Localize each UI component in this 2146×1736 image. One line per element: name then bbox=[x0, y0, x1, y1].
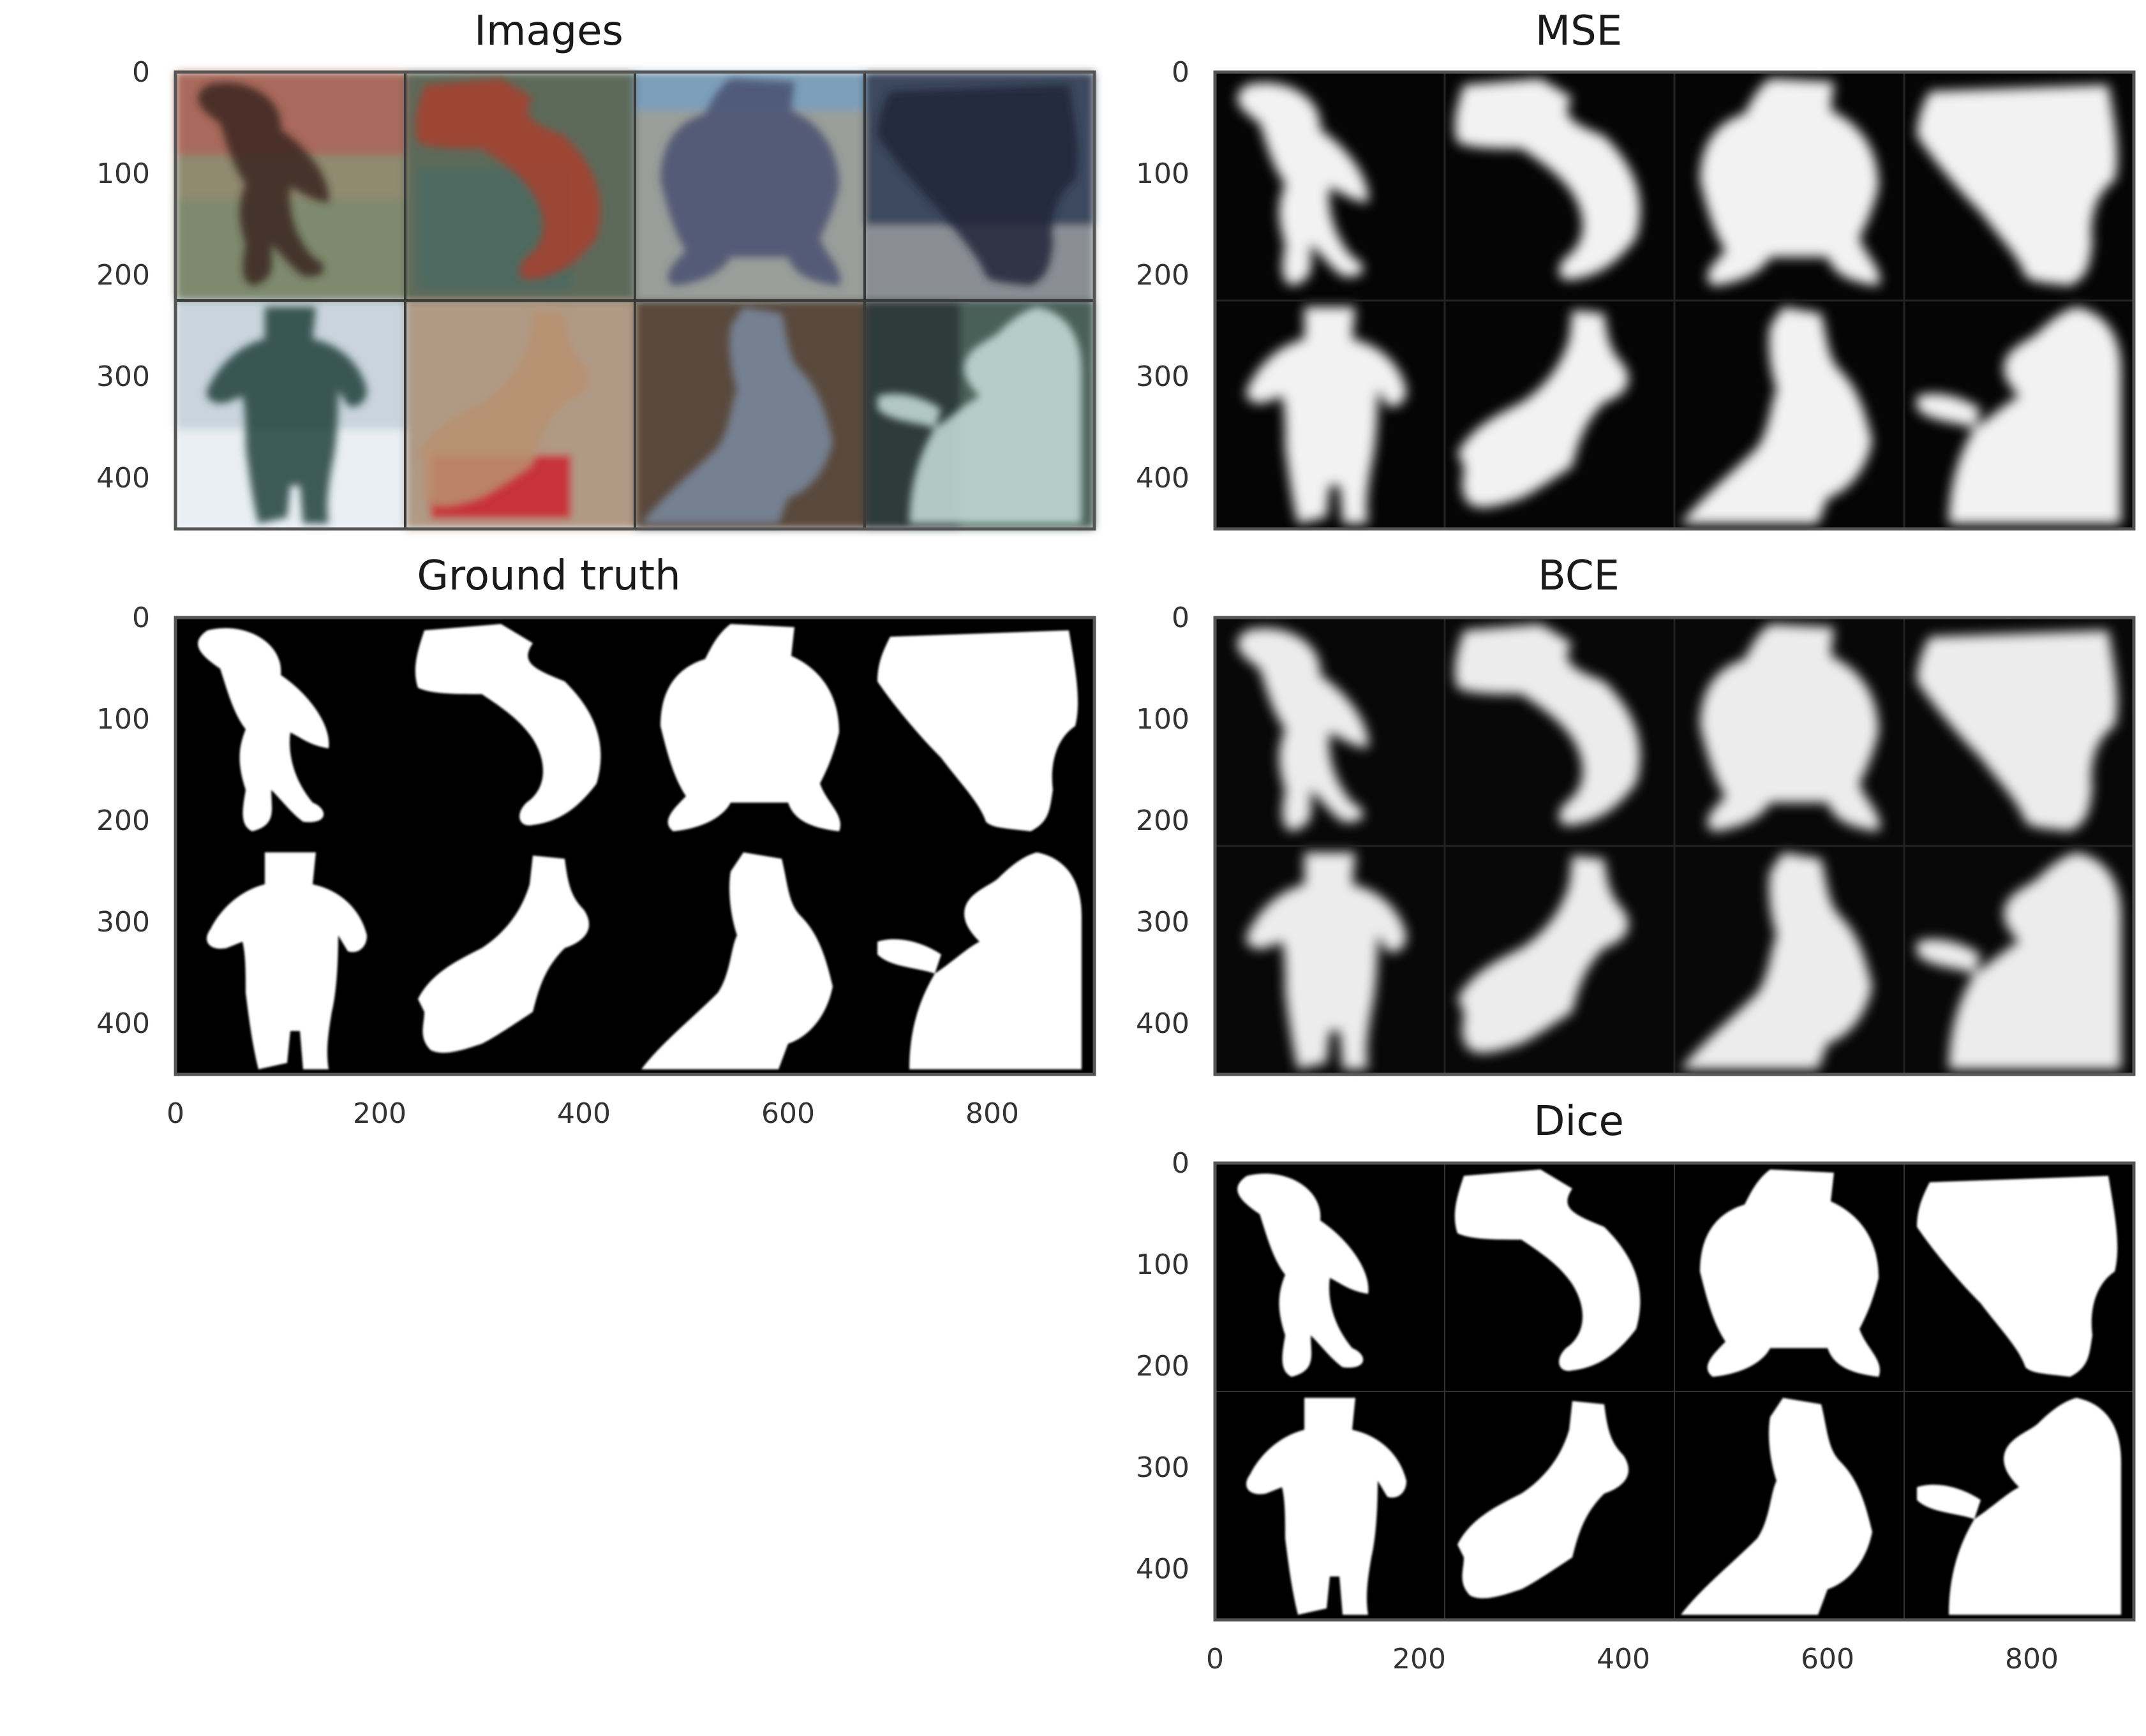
panel-title-mse: MSE bbox=[1535, 8, 1622, 55]
y-tick-label: 100 bbox=[96, 158, 150, 190]
mse-mask-grid bbox=[1215, 72, 2134, 529]
y-ticks-images: 0 100 200 300 400 bbox=[96, 56, 150, 494]
y-tick-label: 300 bbox=[96, 360, 150, 393]
y-tick-label: 200 bbox=[96, 259, 150, 292]
y-tick-label: 100 bbox=[96, 703, 150, 736]
dice-mask-grid bbox=[1215, 1163, 2134, 1620]
panel-title-images: Images bbox=[474, 8, 623, 55]
axes-frame-mse bbox=[1213, 70, 2136, 531]
x-tick-label: 200 bbox=[353, 1097, 406, 1130]
y-tick-label: 300 bbox=[1136, 360, 1189, 393]
x-ticks-dice: 0 200 400 600 800 bbox=[1206, 1643, 2059, 1675]
y-tick-label: 100 bbox=[1136, 158, 1189, 190]
x-tick-label: 200 bbox=[1392, 1643, 1446, 1675]
y-tick-label: 0 bbox=[1172, 1147, 1189, 1180]
y-tick-label: 200 bbox=[1136, 259, 1189, 292]
x-tick-label: 800 bbox=[965, 1097, 1019, 1130]
panel-bce: BCE 0 100 200 300 400 bbox=[1136, 553, 2136, 1076]
panel-title-dice: Dice bbox=[1533, 1098, 1624, 1145]
panel-dice: Dice 0 100 200 300 400 0 200 400 600 800 bbox=[1136, 1098, 2136, 1675]
y-tick-label: 200 bbox=[1136, 1350, 1189, 1383]
bce-mask-grid bbox=[1215, 618, 2134, 1074]
y-tick-label: 400 bbox=[1136, 462, 1189, 494]
y-tick-label: 200 bbox=[1136, 805, 1189, 837]
y-ticks-dice: 0 100 200 300 400 bbox=[1136, 1147, 1189, 1585]
x-tick-label: 400 bbox=[557, 1097, 611, 1130]
panel-images: Images bbox=[96, 8, 1096, 531]
y-tick-label: 400 bbox=[1136, 1553, 1189, 1585]
panel-ground-truth: Ground truth 0 100 200 300 400 0 200 400… bbox=[96, 553, 1096, 1130]
y-tick-label: 0 bbox=[1172, 56, 1189, 89]
y-tick-label: 0 bbox=[132, 56, 150, 89]
y-tick-label: 400 bbox=[96, 1007, 150, 1040]
y-ticks-mse: 0 100 200 300 400 bbox=[1136, 56, 1189, 494]
x-tick-label: 400 bbox=[1597, 1643, 1650, 1675]
y-tick-label: 100 bbox=[1136, 1249, 1189, 1281]
ground-truth-mask-grid bbox=[175, 618, 1094, 1074]
x-tick-label: 600 bbox=[761, 1097, 815, 1130]
y-tick-label: 100 bbox=[1136, 703, 1189, 736]
axes-frame-images bbox=[174, 70, 1096, 531]
x-ticks-ground-truth: 0 200 400 600 800 bbox=[167, 1097, 1019, 1130]
panel-title-bce: BCE bbox=[1538, 553, 1620, 600]
panel-mse: MSE 0 100 200 300 400 bbox=[1136, 8, 2136, 531]
y-tick-label: 400 bbox=[1136, 1007, 1189, 1040]
y-tick-label: 300 bbox=[96, 906, 150, 938]
x-tick-label: 800 bbox=[2005, 1643, 2059, 1675]
y-ticks-bce: 0 100 200 300 400 bbox=[1136, 602, 1189, 1040]
y-tick-label: 0 bbox=[132, 602, 150, 634]
y-tick-label: 300 bbox=[1136, 906, 1189, 938]
y-tick-label: 200 bbox=[96, 805, 150, 837]
axes-frame-ground-truth bbox=[174, 616, 1096, 1076]
y-tick-label: 300 bbox=[1136, 1451, 1189, 1484]
photo-grid bbox=[175, 72, 1094, 529]
y-tick-label: 400 bbox=[96, 462, 150, 494]
x-tick-label: 0 bbox=[1206, 1643, 1224, 1675]
y-tick-label: 0 bbox=[1172, 602, 1189, 634]
panel-title-ground-truth: Ground truth bbox=[417, 553, 680, 600]
axes-frame-bce bbox=[1213, 616, 2136, 1076]
x-tick-label: 0 bbox=[167, 1097, 184, 1130]
x-tick-label: 600 bbox=[1801, 1643, 1854, 1675]
axes-frame-dice bbox=[1213, 1161, 2136, 1622]
y-ticks-ground-truth: 0 100 200 300 400 bbox=[96, 602, 150, 1040]
